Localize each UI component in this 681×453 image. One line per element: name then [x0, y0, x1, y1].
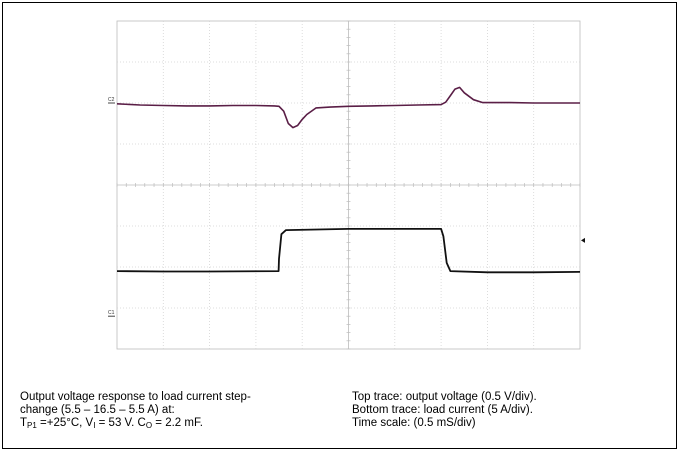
caption-line-1: Output voltage response to load current …	[20, 391, 251, 403]
oscilloscope-plot: C2 C1	[108, 20, 585, 350]
load-current-trace	[116, 228, 581, 274]
caption-top-trace: Top trace: output voltage (0.5 V/div).	[352, 391, 537, 403]
channel-markers: C2 C1	[108, 97, 585, 317]
caption-bottom-trace: Bottom trace: load current (5 A/div).	[352, 404, 533, 416]
caption-t-symbol: T	[20, 417, 28, 429]
caption-v-subscript: I	[93, 421, 96, 430]
caption-temp-vin: =+25°C, V	[36, 417, 94, 429]
caption-right: Top trace: output voltage (0.5 V/div). B…	[352, 391, 652, 430]
caption-cout-value: = 2.2 mF.	[152, 417, 203, 429]
caption-left: Output voltage response to load current …	[20, 391, 355, 430]
channel-marker-c2: C2	[108, 97, 115, 103]
caption-vin-cout: = 53 V. C	[95, 417, 146, 429]
trigger-level-arrow	[581, 237, 585, 243]
caption-time-scale: Time scale: (0.5 mS/div)	[352, 417, 476, 429]
graticule	[116, 20, 581, 350]
caption-line-3: TP1 =+25°C, VI = 53 V. CO = 2.2 mF.	[20, 417, 355, 430]
figure-frame	[2, 2, 677, 449]
caption-c-subscript: O	[145, 421, 153, 430]
caption-t-subscript: P1	[27, 421, 37, 430]
traces	[116, 86, 581, 274]
caption-line-2: change (5.5 – 16.5 – 5.5 A) at:	[20, 404, 175, 416]
channel-marker-c1: C1	[108, 310, 115, 316]
output-voltage-trace	[116, 86, 580, 129]
